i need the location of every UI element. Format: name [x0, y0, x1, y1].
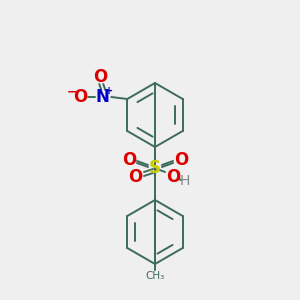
Text: O: O — [174, 151, 188, 169]
Text: O: O — [73, 88, 87, 106]
Text: H: H — [180, 174, 190, 188]
Text: O: O — [166, 168, 180, 186]
Text: CH₃: CH₃ — [146, 271, 165, 281]
Text: O: O — [122, 151, 136, 169]
Text: S: S — [149, 159, 161, 177]
Text: −: − — [67, 85, 77, 98]
Text: N: N — [95, 88, 109, 106]
Text: O: O — [93, 68, 107, 86]
Text: +: + — [105, 86, 113, 96]
Text: O: O — [128, 168, 142, 186]
